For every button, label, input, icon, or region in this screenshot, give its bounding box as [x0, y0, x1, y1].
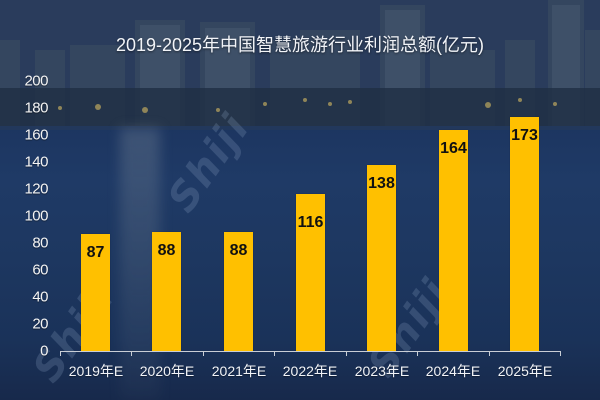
bar-2024: 164 [439, 129, 468, 351]
x-axis-line [60, 351, 561, 352]
y-tick-label: 120 [24, 180, 48, 198]
bar-value-label: 116 [297, 214, 324, 232]
bar-value-label: 88 [229, 242, 248, 260]
x-tick-mark [417, 351, 418, 356]
x-tick-label: 2020年E [139, 363, 195, 379]
x-tick-label: 2024年E [425, 363, 481, 379]
chart-title: 2019-2025年中国智慧旅游行业利润总额(亿元) [115, 35, 485, 55]
bar-2022: 116 [296, 194, 325, 351]
bar-value-label: 87 [86, 243, 105, 261]
x-tick-label: 2023年E [354, 363, 410, 379]
y-tick-label: 160 [24, 126, 48, 144]
bar-value-label: 164 [440, 139, 467, 157]
y-tick-label: 40 [32, 288, 48, 306]
x-tick-label: 2022年E [282, 363, 338, 379]
bar-2025: 173 [510, 117, 539, 351]
x-tick-mark [274, 351, 275, 356]
bar-2023: 138 [367, 164, 396, 351]
y-tick-label: 0 [40, 342, 48, 360]
x-tick-mark [131, 351, 132, 356]
bar-value-label: 88 [157, 242, 176, 260]
y-tick-label: 100 [24, 207, 48, 225]
y-tick-label: 200 [24, 72, 48, 90]
bar-2020: 88 [152, 232, 181, 351]
y-tick-label: 20 [32, 315, 48, 333]
y-tick-label: 180 [24, 99, 48, 117]
y-tick-label: 140 [24, 153, 48, 171]
x-tick-mark [203, 351, 204, 356]
x-tick-mark [60, 351, 61, 356]
bar-value-label: 173 [511, 127, 538, 145]
x-tick-mark [560, 351, 561, 356]
x-tick-label: 2021年E [211, 363, 267, 379]
y-tick-label: 60 [32, 261, 48, 279]
y-tick-label: 80 [32, 234, 48, 252]
bar-2021: 88 [224, 232, 253, 351]
bar-value-label: 138 [368, 174, 395, 192]
bar-2019: 87 [81, 233, 110, 351]
x-tick-mark [489, 351, 490, 356]
x-tick-mark [346, 351, 347, 356]
city-skyline-background [0, 0, 600, 130]
x-tick-label: 2025年E [497, 363, 553, 379]
x-tick-label: 2019年E [68, 363, 124, 379]
